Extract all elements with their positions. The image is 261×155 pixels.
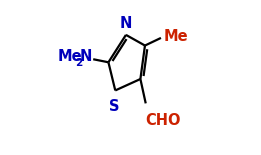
- Text: CHO: CHO: [145, 113, 180, 128]
- Text: S: S: [109, 99, 120, 114]
- Text: N: N: [80, 49, 92, 64]
- Text: 2: 2: [75, 58, 82, 68]
- Text: Me: Me: [58, 49, 82, 64]
- Text: Me: Me: [164, 29, 188, 44]
- Text: N: N: [120, 16, 132, 31]
